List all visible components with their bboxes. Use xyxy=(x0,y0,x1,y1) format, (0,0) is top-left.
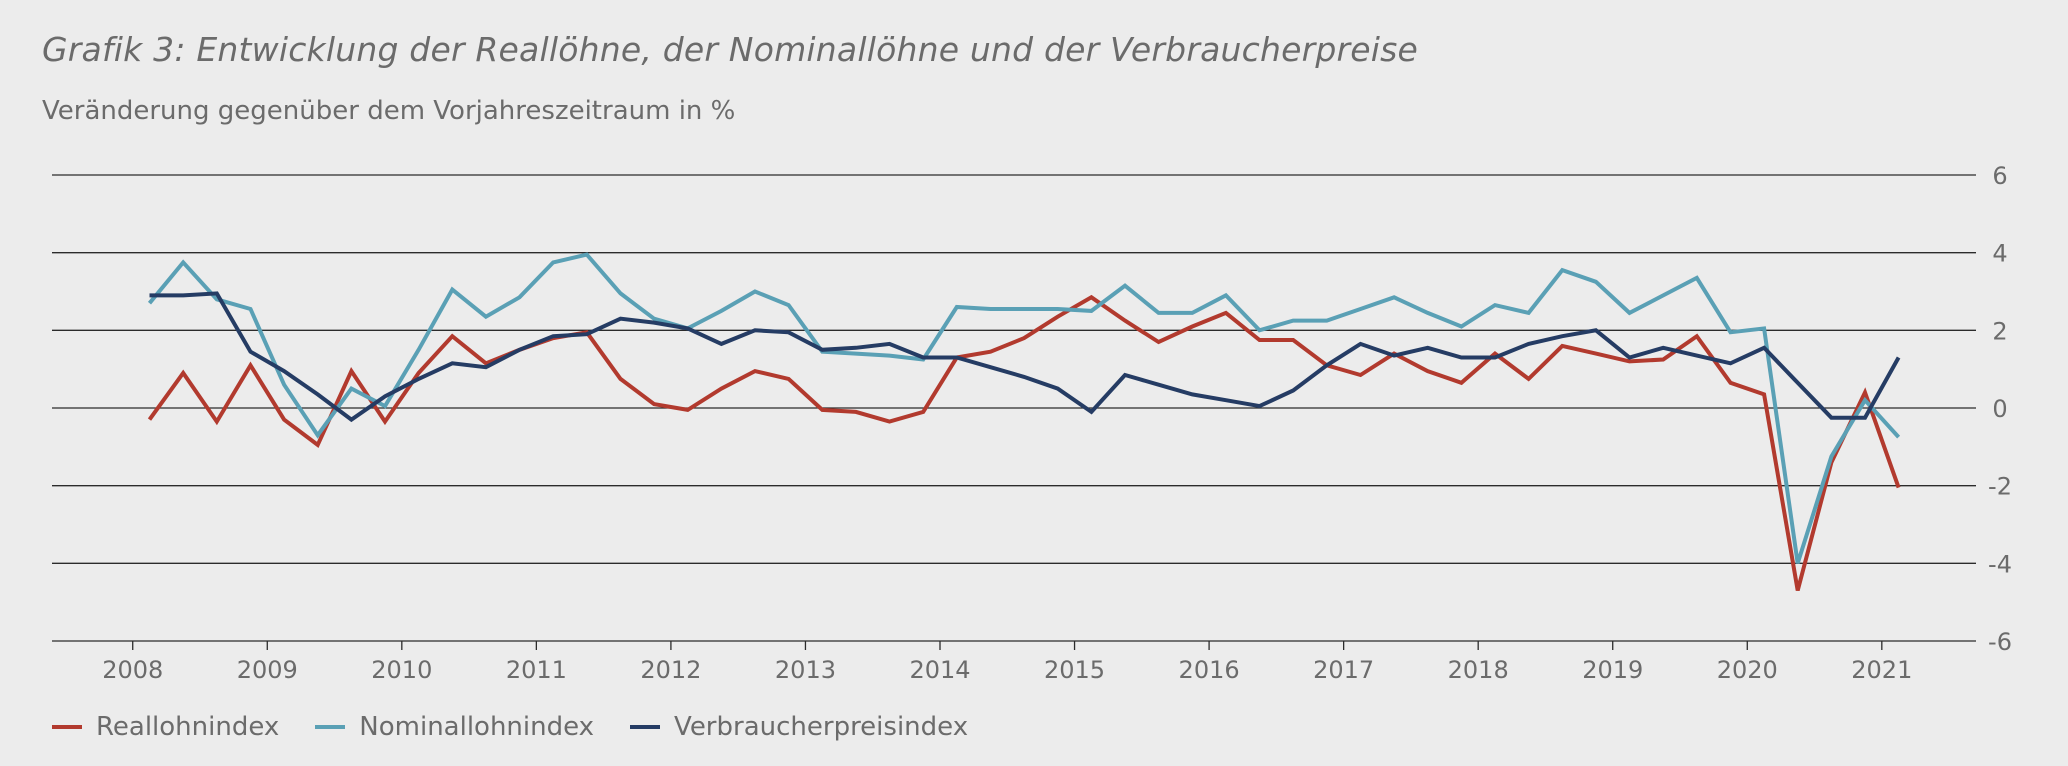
x-tick-label-13: 2021 xyxy=(1851,656,1912,684)
chart-legend: Reallohnindex Nominallohnindex Verbrauch… xyxy=(52,712,968,742)
legend-item-verbraucherpreisindex: Verbraucherpreisindex xyxy=(630,712,968,742)
legend-label-verbraucherpreisindex: Verbraucherpreisindex xyxy=(674,712,969,742)
x-tick-label-6: 2014 xyxy=(909,656,970,684)
chart-title: Grafik 3: Entwicklung der Reallöhne, der… xyxy=(42,30,1419,69)
y-tick-label-2: 2 xyxy=(1992,317,2007,345)
line-chart: 6 4 2 0 -2 -4 -6 2008 2009 2010 2011 2012 2013 2014 20… xyxy=(52,162,2012,684)
y-tick-label-5: -4 xyxy=(1988,550,2012,578)
x-tick-label-0: 2008 xyxy=(102,656,163,684)
legend-item-reallohnindex: Reallohnindex xyxy=(52,712,279,742)
x-tick-label-8: 2016 xyxy=(1179,656,1240,684)
x-tick-label-1: 2009 xyxy=(237,656,298,684)
x-tick-label-2: 2010 xyxy=(371,656,432,684)
y-tick-label-6: -6 xyxy=(1988,628,2012,656)
x-tick-label-10: 2018 xyxy=(1448,656,1509,684)
legend-swatch-verbraucherpreisindex xyxy=(630,725,661,729)
x-tick-label-7: 2015 xyxy=(1044,656,1105,684)
y-tick-label-3: 0 xyxy=(1992,395,2007,423)
y-tick-label-0: 6 xyxy=(1992,162,2007,190)
chart-subtitle: Veränderung gegenüber dem Vorjahreszeitr… xyxy=(42,96,736,126)
x-tick-label-5: 2013 xyxy=(775,656,836,684)
y-tick-label-1: 4 xyxy=(1992,240,2007,268)
legend-item-nominallohnindex: Nominallohnindex xyxy=(315,712,594,742)
series-line-reallohnindex xyxy=(147,294,1901,592)
legend-swatch-reallohnindex xyxy=(52,725,82,729)
x-tick-label-3: 2011 xyxy=(506,656,567,684)
legend-label-nominallohnindex: Nominallohnindex xyxy=(359,712,595,742)
series-line-verbraucherpreisindex xyxy=(149,291,1901,423)
x-tick-label-12: 2020 xyxy=(1717,656,1778,684)
x-tick-label-4: 2012 xyxy=(640,656,701,684)
legend-swatch-nominallohnindex xyxy=(315,725,346,729)
x-tick-label-9: 2017 xyxy=(1313,656,1374,684)
y-tick-label-4: -2 xyxy=(1988,473,2012,501)
x-tick-label-11: 2019 xyxy=(1582,656,1643,684)
series-line-nominallohnindex xyxy=(147,252,1901,564)
legend-label-reallohnindex: Reallohnindex xyxy=(96,712,280,742)
